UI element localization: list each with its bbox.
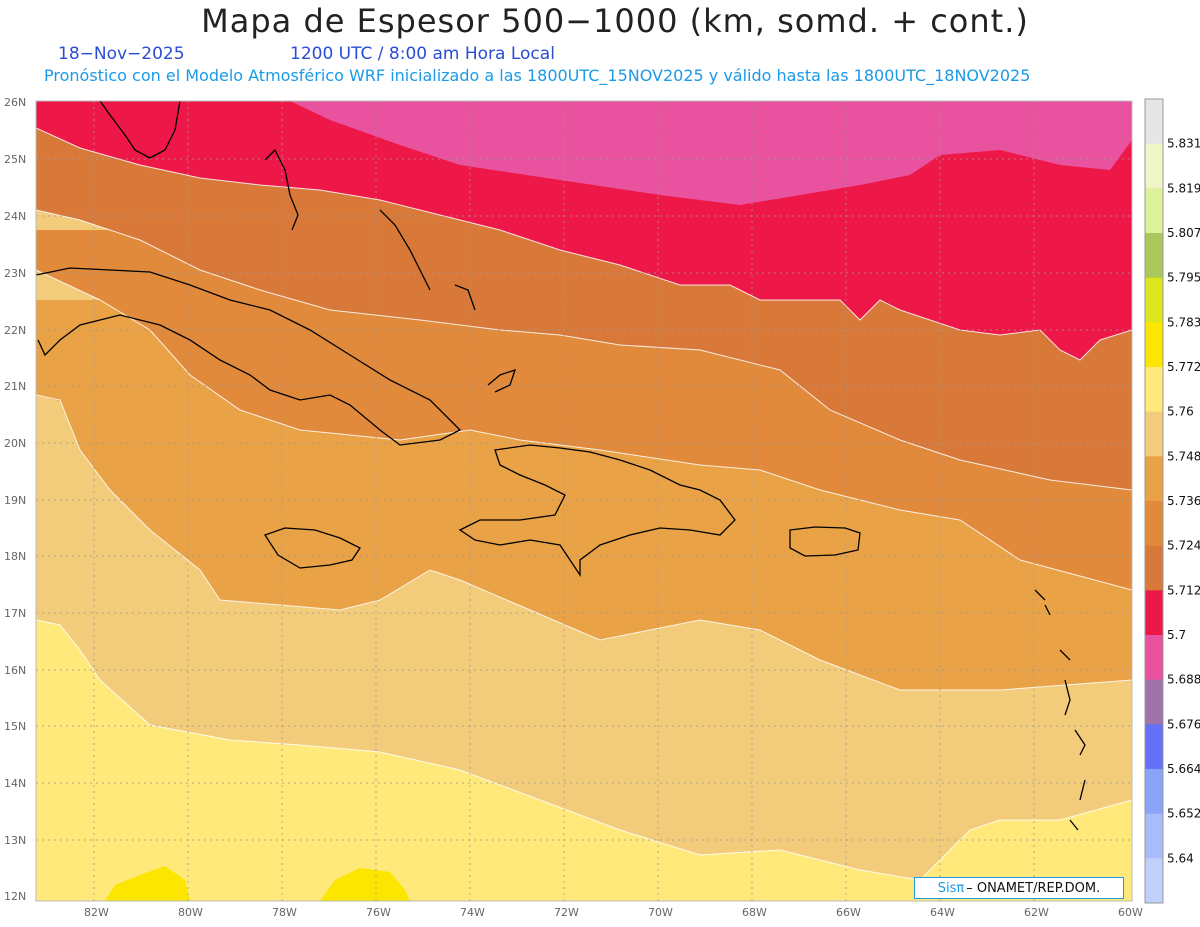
forecast-description: Pronóstico con el Modelo Atmosférico WRF… [44, 66, 1031, 85]
colorbar-label: 5.819 [1167, 181, 1200, 195]
jamaica-coast [264, 527, 361, 569]
colorbar-label: 5.688 [1167, 673, 1200, 687]
colorbar-label: 5.652 [1167, 807, 1200, 821]
lon-tick-label: 68W [742, 906, 767, 919]
lat-tick-label: 22N [4, 324, 26, 337]
lat-tick-label: 13N [4, 834, 26, 847]
forecast-date: 18−Nov−2025 [58, 44, 185, 64]
colorbar-frame [1144, 98, 1164, 904]
colorbar-swatch [1145, 99, 1163, 145]
colorbar-label: 5.7 [1167, 628, 1186, 642]
colorbar-swatch [1145, 411, 1163, 457]
lon-tick-label: 62W [1024, 906, 1049, 919]
colorbar-swatch [1145, 590, 1163, 636]
lat-tick-label: 16N [4, 664, 26, 677]
colorbar-label: 5.724 [1167, 539, 1200, 553]
hispaniola-coast [458, 444, 736, 578]
lat-tick-label: 24N [4, 210, 26, 223]
colorbar-label: 5.807 [1167, 226, 1200, 240]
lat-tick-label: 26N [4, 96, 26, 109]
sispi-logo-text: Sisπ [937, 880, 965, 896]
colorbar-label: 5.64 [1167, 851, 1194, 865]
colorbar-label: 5.76 [1167, 405, 1194, 419]
colorbar-label: 5.748 [1167, 449, 1200, 463]
colorbar-swatch [1145, 367, 1163, 413]
lon-tick-label: 80W [178, 906, 203, 919]
cuba-coast [36, 267, 462, 446]
band-5688 [290, 101, 1132, 205]
lat-tick-label: 17N [4, 607, 26, 620]
valid-time: 1200 UTC / 8:00 am Hora Local [290, 44, 555, 64]
band-5772-center [320, 868, 410, 901]
colorbar-swatch [1145, 143, 1163, 189]
colorbar-swatch [1145, 545, 1163, 591]
lon-axis: 82W 80W 78W 76W 74W 72W 70W 68W 66W 64W … [84, 906, 1143, 919]
colorbar-swatch [1145, 635, 1163, 681]
colorbar-label: 5.831 [1167, 137, 1200, 151]
colorbar: 5.831 5.819 5.807 5.795 5.783 5.772 5.76 5.748 5… [1144, 98, 1200, 904]
colorbar-swatch [1145, 501, 1163, 547]
colorbar-swatch [1145, 769, 1163, 815]
colorbar-swatch [1145, 813, 1163, 859]
colorbar-label: 5.736 [1167, 494, 1200, 508]
colorbar-label: 5.783 [1167, 315, 1200, 329]
colorbar-label: 5.676 [1167, 717, 1200, 731]
band-5760 [36, 620, 1132, 901]
lat-tick-label: 18N [4, 550, 26, 563]
colorbar-label: 5.712 [1167, 583, 1200, 597]
lon-tick-label: 64W [930, 906, 955, 919]
colorbar-swatch [1145, 277, 1163, 323]
puerto-rico-coast [789, 526, 861, 557]
coastlines [36, 101, 1086, 831]
lon-tick-label: 60W [1118, 906, 1143, 919]
lon-tick-label: 82W [84, 906, 109, 919]
colorbar-swatch [1145, 233, 1163, 279]
colorbar-swatch [1145, 724, 1163, 770]
colorbar-swatch [1145, 322, 1163, 368]
lat-tick-label: 19N [4, 494, 26, 507]
map-title: Mapa de Espesor 500−1000 (km, somd. + co… [201, 2, 1029, 40]
map-area [36, 101, 1132, 901]
colorbar-swatch [1145, 188, 1163, 234]
lon-tick-label: 66W [836, 906, 861, 919]
colorbar-swatch [1145, 456, 1163, 502]
colorbar-swatch [1145, 858, 1163, 904]
lon-tick-label: 72W [554, 906, 579, 919]
colorbar-label: 5.664 [1167, 762, 1200, 776]
credit-box: Sisπ – ONAMET/REP.DOM. [914, 877, 1124, 899]
lat-tick-label: 25N [4, 153, 26, 166]
lat-tick-label: 14N [4, 777, 26, 790]
bahamas-islands [264, 148, 517, 393]
credit-org: – ONAMET/REP.DOM. [966, 880, 1101, 896]
lat-axis: 26N 25N 24N 23N 22N 21N 20N 19N 18N 17N … [4, 96, 26, 903]
colorbar-label: 5.772 [1167, 360, 1200, 374]
lat-tick-label: 20N [4, 437, 26, 450]
lat-tick-label: 21N [4, 380, 26, 393]
lat-tick-label: 15N [4, 720, 26, 733]
lat-tick-label: 23N [4, 267, 26, 280]
florida-coast [99, 101, 181, 159]
lon-tick-label: 78W [272, 906, 297, 919]
lon-tick-label: 76W [366, 906, 391, 919]
band-5772-west [105, 866, 190, 901]
map-frame [35, 100, 1133, 902]
colorbar-label: 5.795 [1167, 271, 1200, 285]
lat-lon-grid [36, 101, 1132, 901]
lon-tick-label: 74W [460, 906, 485, 919]
colorbar-swatch [1145, 679, 1163, 725]
lesser-antilles [1034, 589, 1086, 831]
lat-tick-label: 12N [4, 890, 26, 903]
thickness-contours [36, 127, 1132, 881]
lon-tick-label: 70W [648, 906, 673, 919]
